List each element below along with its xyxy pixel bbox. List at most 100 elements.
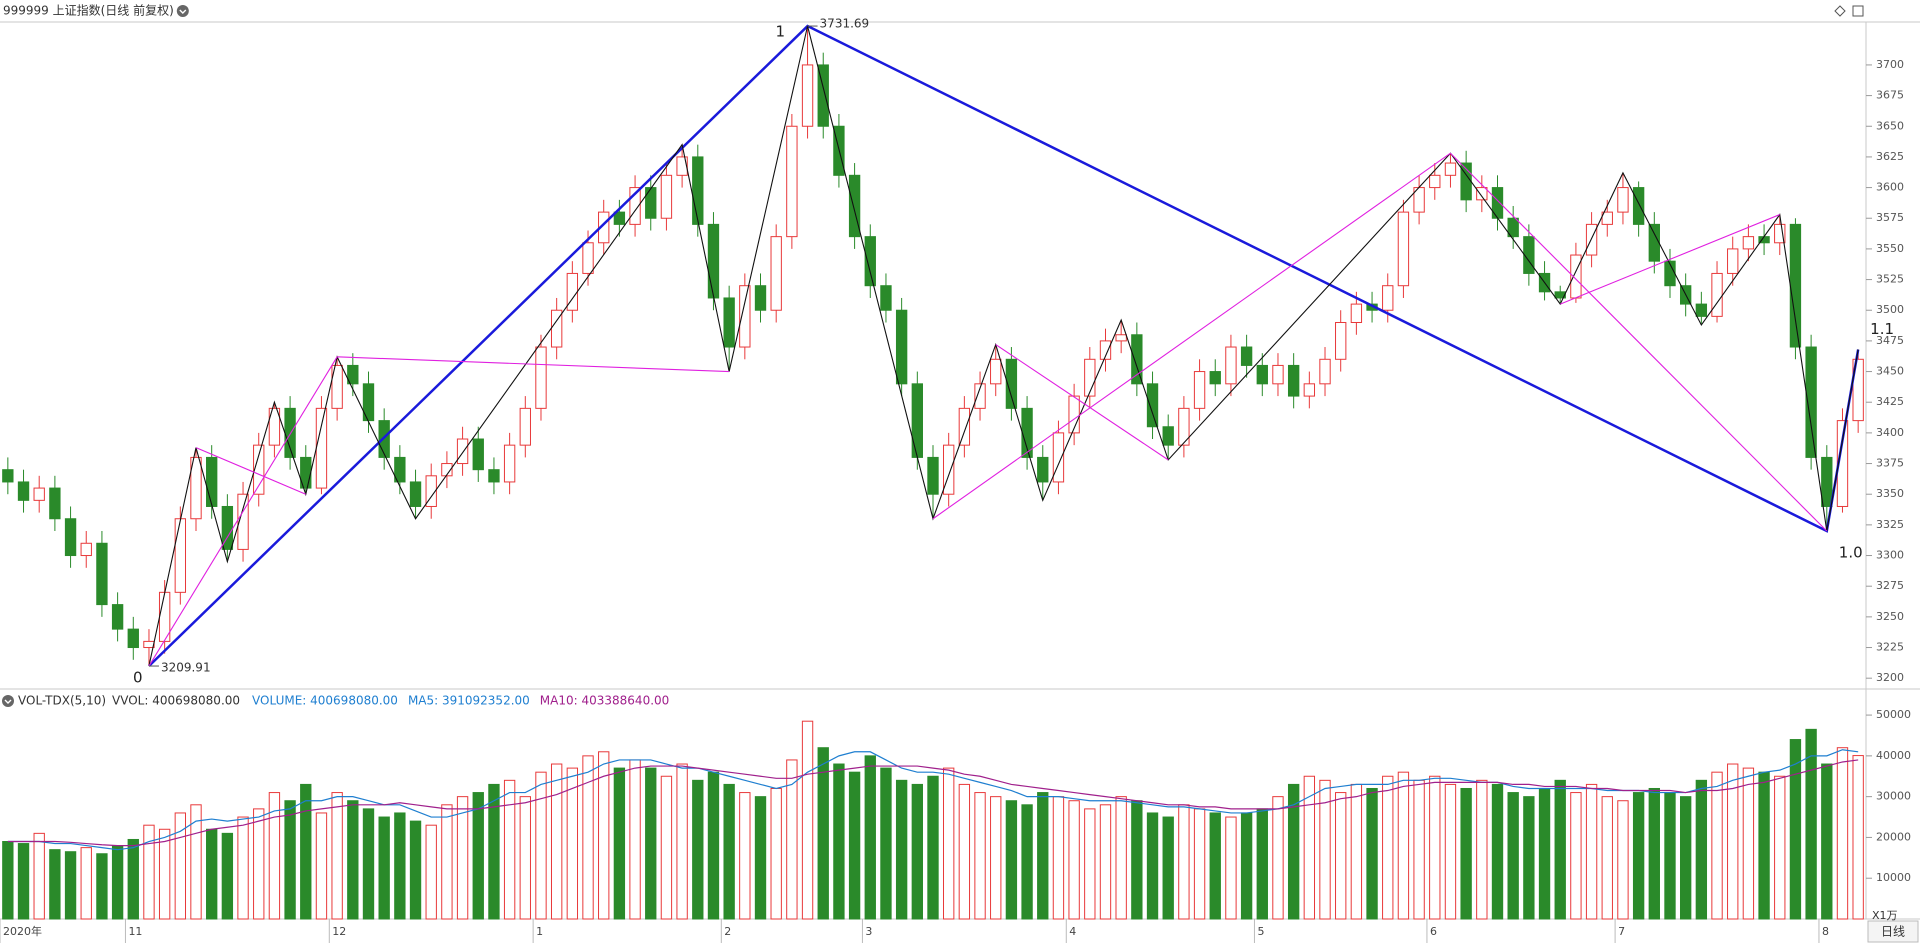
volume-bar bbox=[1021, 804, 1033, 920]
candle-body bbox=[456, 438, 469, 465]
period-label[interactable]: 日线 bbox=[1881, 925, 1905, 939]
candle-body bbox=[1225, 346, 1237, 385]
candle-body bbox=[535, 346, 547, 409]
x-tick-label: 1 bbox=[536, 925, 543, 938]
volume-bar bbox=[535, 771, 547, 920]
ma-line bbox=[7, 749, 1859, 851]
candle-body bbox=[1131, 334, 1143, 385]
volume-bar bbox=[331, 792, 343, 920]
candle-body bbox=[80, 542, 92, 557]
candle-body bbox=[1099, 340, 1112, 360]
wave-line bbox=[195, 447, 306, 495]
volume-bar bbox=[1084, 808, 1096, 920]
wave-line bbox=[932, 152, 1451, 520]
volume-bar bbox=[598, 751, 610, 920]
diamond-icon[interactable] bbox=[1834, 5, 1846, 17]
volume-bar bbox=[958, 783, 971, 920]
candle-body bbox=[974, 383, 986, 409]
candle-body bbox=[284, 407, 296, 458]
volume-bar bbox=[237, 816, 249, 920]
volume-bar bbox=[629, 759, 641, 920]
ma-line bbox=[7, 759, 1859, 847]
volume-bar bbox=[425, 824, 437, 920]
volume-bar bbox=[253, 808, 265, 920]
candle-body bbox=[1648, 223, 1660, 262]
y-tick-label: 3200 bbox=[1876, 671, 1904, 684]
volume-bar bbox=[754, 796, 767, 920]
volume-bar bbox=[1679, 796, 1692, 920]
volume-bar bbox=[1805, 728, 1817, 920]
candle-body bbox=[2, 469, 14, 483]
candle-body bbox=[1005, 358, 1018, 409]
volume-bar bbox=[17, 843, 30, 920]
candle-body bbox=[1774, 223, 1786, 244]
volume-bar bbox=[692, 779, 704, 920]
wave-line bbox=[148, 356, 338, 667]
panel-icon[interactable] bbox=[1852, 5, 1864, 17]
y-tick-label: 3450 bbox=[1876, 365, 1904, 378]
y-tick-label: 3550 bbox=[1876, 242, 1904, 255]
vol-menu-icon[interactable] bbox=[2, 695, 14, 707]
candle-body bbox=[268, 407, 281, 446]
volume-bar bbox=[1695, 779, 1708, 920]
candle-body bbox=[1476, 187, 1488, 201]
candle-body bbox=[1523, 236, 1535, 274]
indicator-title: VOL-TDX(5,10) bbox=[18, 694, 106, 708]
candle-body bbox=[1617, 187, 1629, 213]
volume-bar bbox=[441, 804, 453, 920]
candle-body bbox=[33, 487, 45, 501]
volume-bar bbox=[1256, 808, 1268, 920]
volume-bar bbox=[96, 853, 108, 920]
volume-bar bbox=[1193, 808, 1206, 920]
volume-bar bbox=[848, 771, 861, 920]
volume-bar bbox=[1742, 767, 1755, 920]
volume-bar bbox=[1789, 739, 1802, 920]
candle-body bbox=[206, 456, 218, 507]
candle-body bbox=[488, 469, 500, 483]
candle-body bbox=[943, 444, 955, 495]
y-tick-label: 3525 bbox=[1876, 273, 1904, 286]
x-tick-label: 3 bbox=[865, 925, 872, 938]
period-tab[interactable] bbox=[1867, 920, 1919, 943]
candle-body bbox=[1303, 383, 1316, 397]
volume-bar bbox=[1476, 779, 1488, 920]
volume-bar bbox=[1068, 800, 1080, 920]
candle-body bbox=[692, 156, 704, 225]
volume-bar bbox=[158, 828, 171, 920]
candle-body bbox=[613, 211, 626, 225]
y-tick-label: 20000 bbox=[1876, 830, 1911, 843]
y-tick-label: 3600 bbox=[1876, 181, 1904, 194]
volume-bar bbox=[1648, 787, 1660, 920]
candle-body bbox=[801, 64, 814, 127]
candle-body bbox=[1319, 358, 1331, 385]
candle-body bbox=[754, 285, 767, 311]
volume-bar bbox=[1319, 779, 1331, 920]
volume-bar bbox=[1664, 792, 1676, 920]
volume-bar bbox=[174, 812, 187, 920]
volume-bar bbox=[1382, 775, 1394, 920]
volume-bar bbox=[1444, 783, 1457, 920]
volume-bar bbox=[895, 779, 908, 920]
volume-bar bbox=[1178, 804, 1190, 920]
candle-body bbox=[394, 456, 406, 483]
y-tick-label: 50000 bbox=[1876, 708, 1911, 721]
volume-bar bbox=[1099, 804, 1112, 920]
volume-bar bbox=[378, 816, 390, 920]
candle-body bbox=[770, 236, 782, 311]
candle-body bbox=[707, 223, 720, 299]
volume-bar bbox=[143, 824, 155, 920]
candle-body bbox=[1805, 346, 1817, 458]
volume-bar bbox=[582, 755, 594, 920]
candle-body bbox=[1570, 254, 1582, 299]
x-tick-label: 4 bbox=[1069, 925, 1076, 938]
candle-body bbox=[1272, 364, 1284, 385]
candle-body bbox=[409, 481, 422, 507]
y-tick-label: 3700 bbox=[1876, 58, 1904, 71]
volume-bar bbox=[1366, 787, 1378, 920]
volume-bar bbox=[1538, 787, 1551, 920]
volume-bar bbox=[80, 847, 92, 920]
candle-body bbox=[111, 604, 124, 630]
candle-body bbox=[1601, 211, 1613, 225]
menu-icon[interactable] bbox=[176, 5, 189, 17]
